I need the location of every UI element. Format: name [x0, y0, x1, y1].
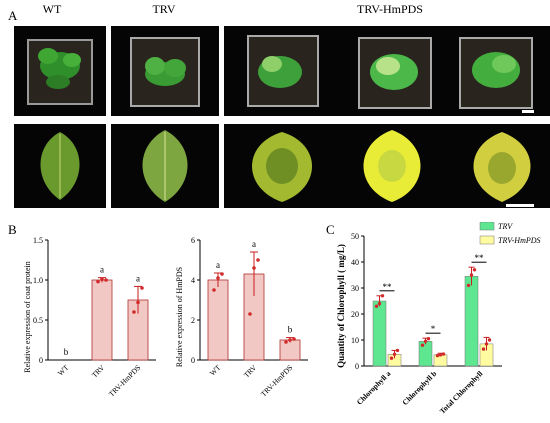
- photo-leaf-hmpds: [224, 124, 550, 208]
- chart3-point: [484, 342, 489, 346]
- chart2-y-tick-label: 0: [191, 356, 195, 365]
- chart2-point: [216, 276, 220, 280]
- chart2-point: [284, 340, 288, 344]
- chart-coat-protein-area: 0 0.5 1.0 1.5 b WT a TRV a TRV-HmPDS: [33, 236, 156, 399]
- chart1-point: [100, 277, 104, 281]
- chart-hmpds-area: 0 2 4 6 a WT a TRV b TRV-HmPDS: [191, 236, 308, 399]
- chart3-point: [389, 356, 394, 360]
- panel-c-letter: C: [326, 222, 335, 237]
- chart1-y-tick-label: 1.0: [33, 276, 43, 285]
- chart3-point: [380, 294, 385, 298]
- chart2-ylabel: Relative expression of HmPDS: [175, 267, 184, 367]
- chart1-point: [96, 279, 100, 284]
- chart2-point: [256, 258, 260, 262]
- chart3-point: [426, 337, 431, 341]
- chart2-point: [288, 338, 292, 342]
- chart3-point: [377, 301, 382, 306]
- chart-hmpds: 0 2 4 6 a WT a TRV b TRV-HmPDS Relative expressio…: [175, 236, 308, 399]
- group-label-trv: TRV: [152, 2, 176, 16]
- chart3-sig-stars: **: [383, 282, 393, 292]
- chart3-point: [435, 353, 440, 358]
- chart2-y-tick-label: 4: [191, 276, 195, 285]
- chart1-x-tick-label: WT: [56, 363, 71, 378]
- chart3-bar-trv: [372, 300, 387, 367]
- chart3-y-tick-label: 30: [351, 284, 359, 293]
- chart2-sig-letter: a: [216, 260, 220, 270]
- chart3-point: [395, 348, 400, 353]
- scale-bar-top: [522, 110, 534, 113]
- chart-chlorophyll-area: 0 10 20 30 40 50 ** Chlorophyll a * Chlorophyll b…: [351, 222, 541, 416]
- chart3-x-tick-label: Chlorophyll a: [355, 369, 393, 407]
- chart1-bar: [91, 279, 113, 361]
- chart3-sig-stars: *: [431, 324, 436, 334]
- scale-bar-bottom: [506, 204, 534, 207]
- chart2-point: [220, 272, 224, 276]
- chart2-sig-letter: b: [288, 325, 293, 335]
- photo-plant-trv: [111, 26, 219, 116]
- chart2-sig-letter: a: [252, 239, 256, 249]
- photo-leaf-trv: [111, 124, 219, 208]
- chart3-point: [374, 304, 379, 308]
- chart3-x-tick-label: Chlorophyll b: [400, 369, 438, 407]
- chart1-point: [136, 300, 140, 305]
- chart1-y-tick-label: 0: [39, 356, 43, 365]
- chart1-x-tick-label: TRV: [90, 363, 107, 380]
- chart3-bar-trv: [464, 276, 479, 367]
- chart2-y-tick-label: 6: [191, 236, 195, 245]
- chart1-point: [104, 278, 108, 282]
- chart3-y-tick-label: 50: [351, 232, 359, 241]
- group-label-wt: WT: [42, 2, 62, 16]
- chart2-point: [252, 266, 256, 270]
- panel-a-letter: A: [8, 8, 18, 23]
- chart2-x-tick-label: TRV-HmPDS: [259, 363, 295, 399]
- chart3-y-tick-label: 40: [351, 258, 359, 267]
- chart2-bar: [207, 279, 229, 361]
- chart3-point: [420, 343, 425, 347]
- chart3-x-tick-label: Total Chlorophyll: [438, 369, 485, 416]
- chart3-point: [392, 352, 397, 356]
- chart1-sig-letter: b: [64, 347, 69, 357]
- chart2-x-tick-label: TRV: [242, 363, 259, 380]
- chart3-point: [441, 352, 446, 356]
- chart3-legend-swatch: [479, 235, 495, 245]
- chart2-point: [212, 288, 216, 292]
- chart3-ylabel: Quantity of Chlorophyll ( mg/L): [336, 244, 346, 368]
- chart1-sig-letter: a: [136, 273, 140, 283]
- chart1-y-tick-label: 0.5: [33, 316, 43, 325]
- photo-plant-wt: [14, 26, 106, 116]
- chart1-ylabel: Relative expression of coat protein: [23, 261, 32, 373]
- chart2-point: [292, 337, 296, 341]
- chart3-legend-swatch: [479, 222, 495, 231]
- chart3-sig-stars: **: [475, 253, 485, 263]
- chart3-point: [469, 273, 474, 277]
- chart-coat-protein: 0 0.5 1.0 1.5 b WT a TRV a TRV-HmPDS Relative exp…: [23, 236, 156, 399]
- chart3-point: [487, 338, 492, 342]
- chart2-y-tick-label: 2: [191, 316, 195, 325]
- chart3-point: [481, 347, 486, 351]
- photo-plant-hmpds-1: [224, 26, 550, 116]
- chart3-y-tick-label: 0: [355, 362, 359, 371]
- chart1-y-tick-label: 1.5: [33, 236, 43, 245]
- chart1-point: [132, 310, 136, 314]
- chart3-point: [438, 353, 443, 357]
- chart1-point: [140, 286, 144, 290]
- chart1-sig-letter: a: [100, 265, 104, 275]
- chart3-legend-label: TRV-HmPDS: [498, 236, 541, 245]
- chart3-point: [472, 268, 477, 272]
- chart3-legend-label: TRV: [498, 222, 513, 231]
- photo-leaf-wt: [14, 124, 106, 208]
- chart1-x-tick-label: TRV-HmPDS: [107, 363, 143, 399]
- chart2-point: [248, 312, 252, 316]
- chart2-x-tick-label: WT: [208, 363, 223, 378]
- chart-chlorophyll: 0 10 20 30 40 50 ** Chlorophyll a * Chlorophyll b…: [336, 222, 541, 416]
- chart3-point: [423, 339, 428, 343]
- panel-b-letter: B: [8, 222, 17, 237]
- chart3-point: [466, 283, 471, 288]
- group-label-trv-hmpds: TRV-HmPDS: [357, 2, 423, 16]
- chart2-bar: [279, 339, 301, 361]
- chart3-y-tick-label: 20: [351, 310, 359, 319]
- chart3-y-tick-label: 10: [351, 336, 359, 345]
